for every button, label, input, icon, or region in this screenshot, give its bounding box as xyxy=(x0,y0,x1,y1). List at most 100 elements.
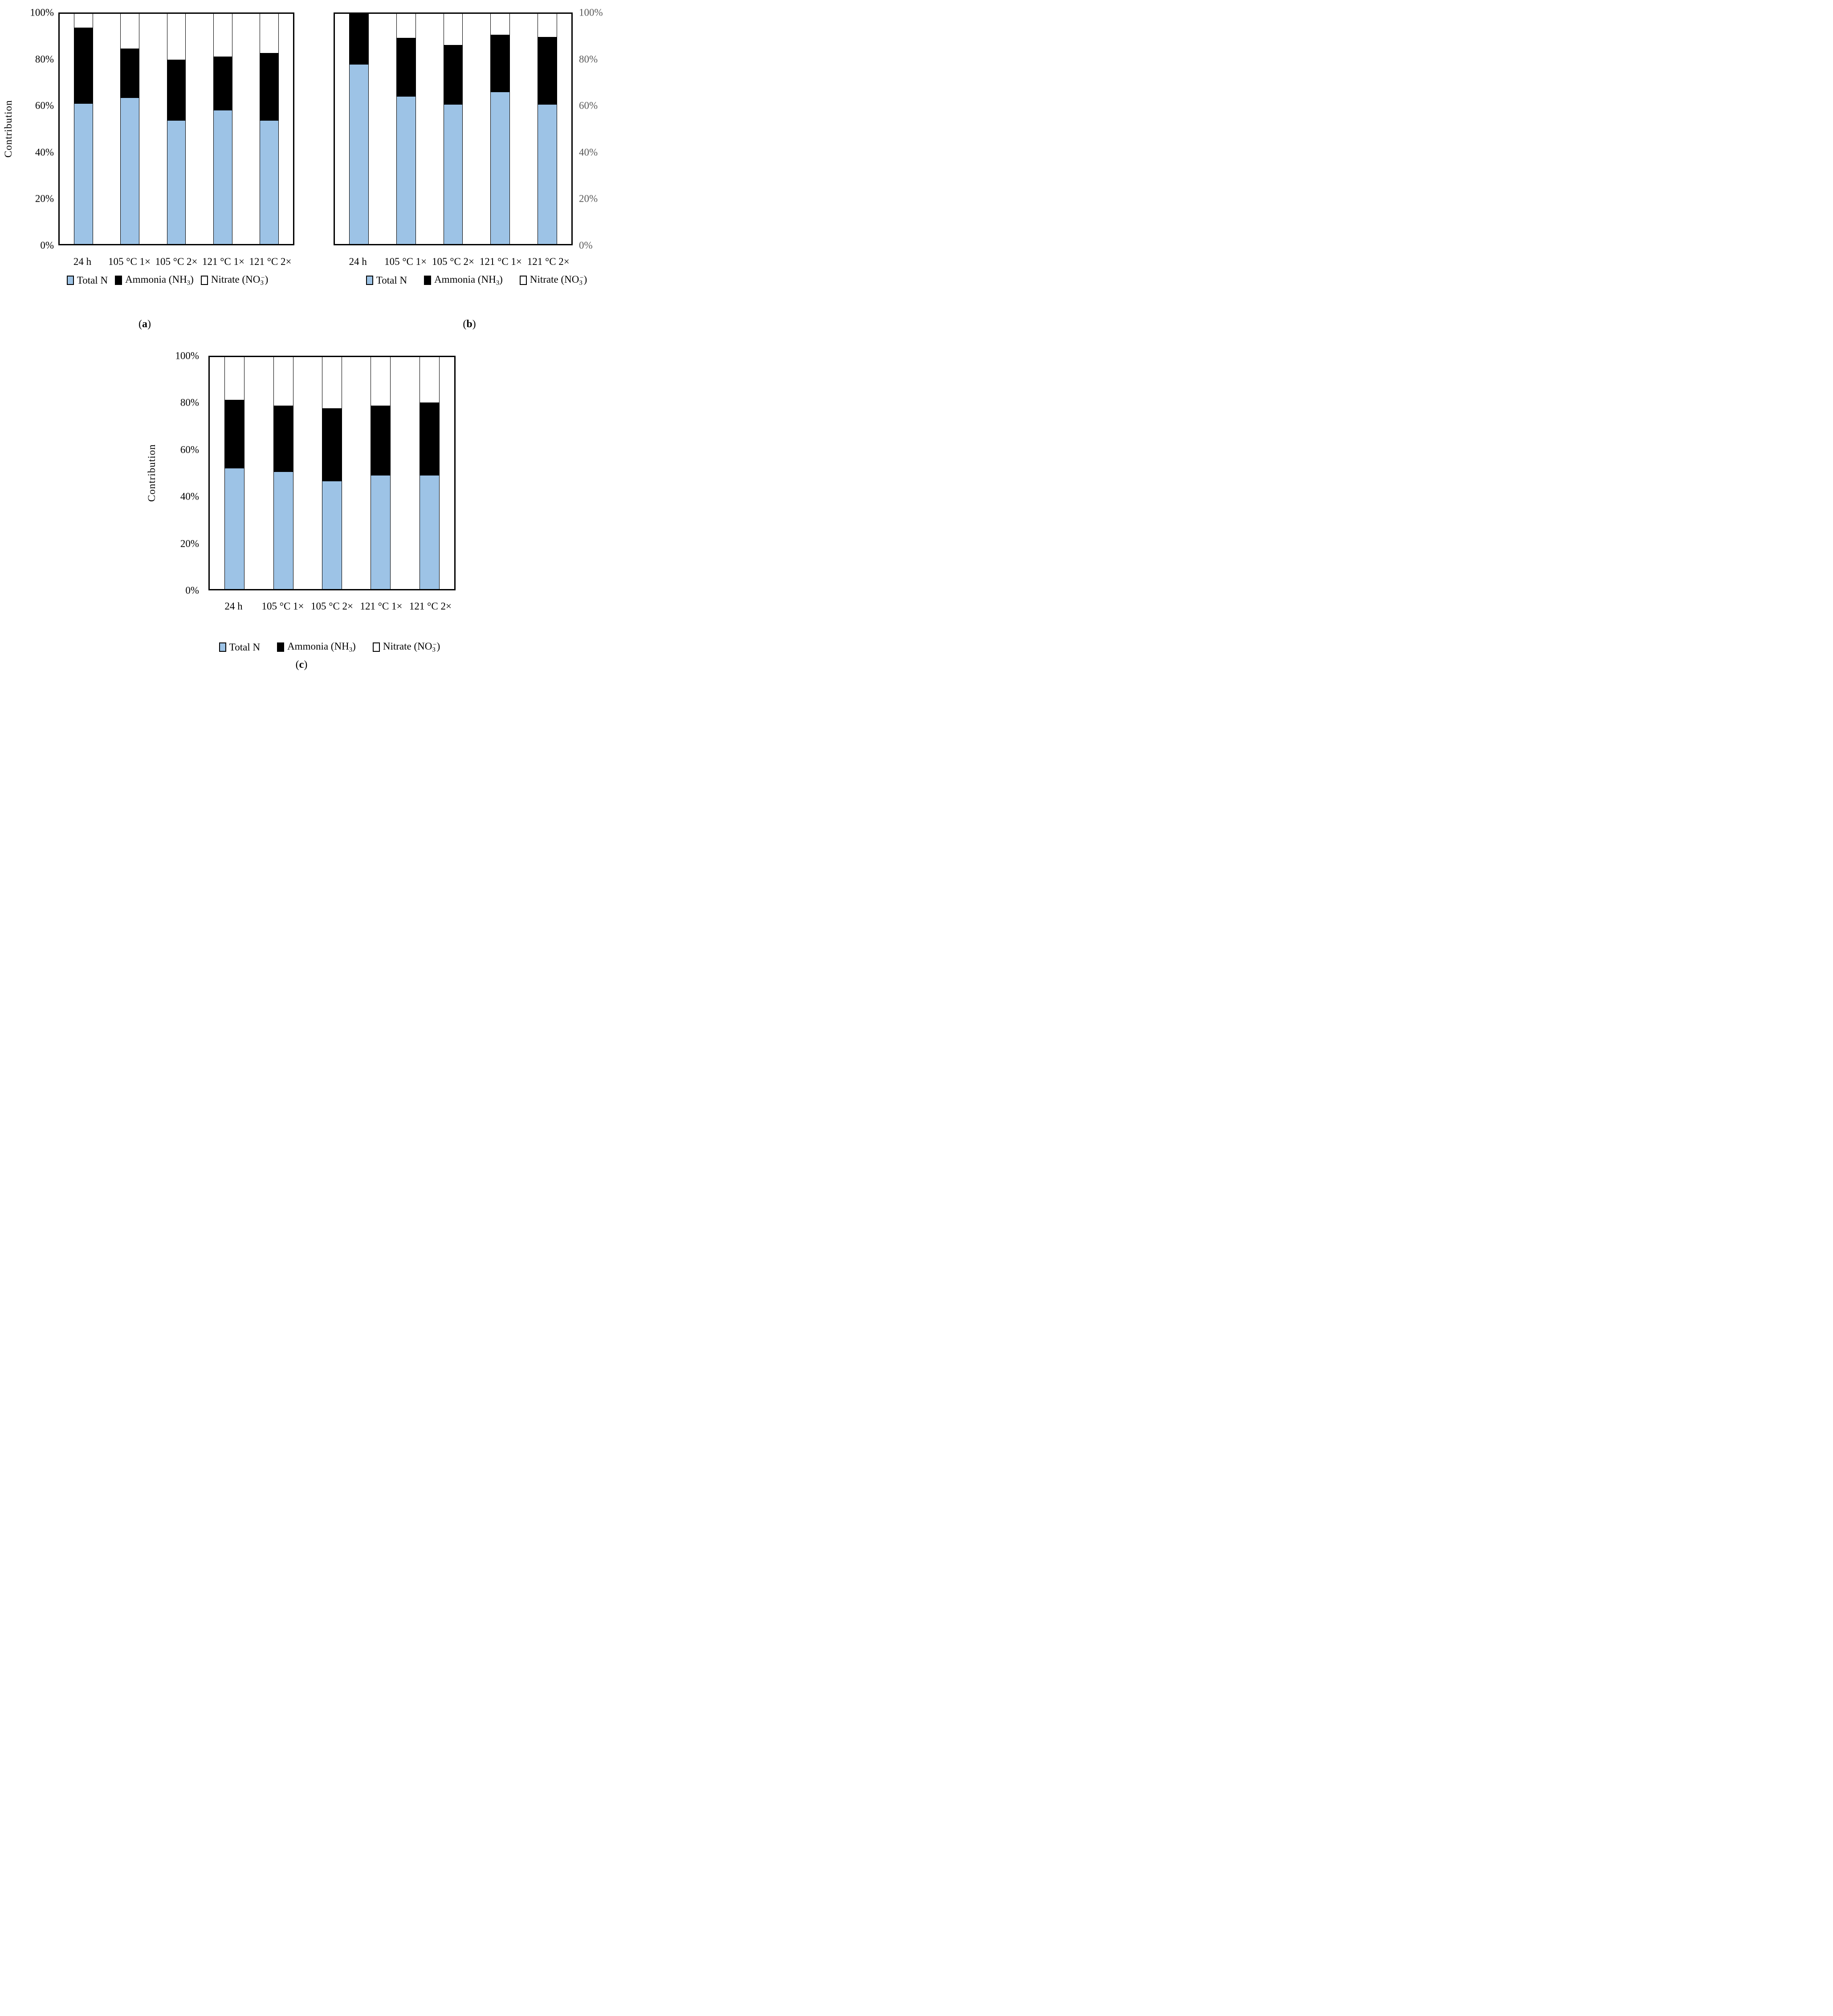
x-axis-tick-labels: 24 h 105 °C 1× 105 °C 2× 121 °C 1× 121 °C 2× xyxy=(58,256,294,270)
segment-Nitrate (NO3-) xyxy=(213,14,232,57)
legend-item-total-n: Total N xyxy=(219,642,260,652)
legend-label-total-n: Total N xyxy=(77,275,108,285)
segment-Total N xyxy=(444,105,463,244)
legend-label-sub: 3 xyxy=(496,279,500,287)
segment-Ammonia (NH3) xyxy=(213,56,232,111)
segment-Total N xyxy=(121,98,139,244)
gap-column xyxy=(556,14,572,244)
legend-label-total-n: Total N xyxy=(376,275,407,285)
caption-paren: ) xyxy=(304,659,308,671)
segment-Ammonia (NH3) xyxy=(322,408,342,481)
gap-column xyxy=(368,14,397,244)
bar-121 °C 1× xyxy=(491,14,509,244)
segment-Total N xyxy=(273,471,293,589)
bar-105 °C 2× xyxy=(444,14,463,244)
legend-label-total-n: Total N xyxy=(229,642,260,652)
segment-Ammonia (NH3) xyxy=(397,38,415,97)
legend-label-text: ) xyxy=(583,274,587,285)
legend-label-text: Ammonia (NH xyxy=(287,641,349,652)
y-tick-label: 20% xyxy=(579,193,598,204)
bar-24 h xyxy=(74,14,93,244)
legend-item-total-n: Total N xyxy=(366,275,407,285)
legend: Total N Ammonia (NH3) Nitrate (NO3−) xyxy=(343,274,610,286)
caption-paren: ( xyxy=(463,318,467,330)
plot-area-c xyxy=(208,356,456,590)
segment-Ammonia (NH3) xyxy=(74,28,93,104)
segment-Nitrate (NO3-) xyxy=(260,14,279,53)
gap-column xyxy=(139,14,167,244)
gap-column xyxy=(92,14,121,244)
legend-label-ammonia: Ammonia (NH3) xyxy=(125,274,194,286)
y-tick-label: 40% xyxy=(180,491,199,502)
bar-24 h xyxy=(350,14,368,244)
y-tick-label: 80% xyxy=(35,53,54,65)
bar-121 °C 1× xyxy=(371,357,391,589)
gap-column xyxy=(232,14,261,244)
segment-Total N xyxy=(491,92,509,244)
segment-Total N xyxy=(322,481,342,589)
segment-Ammonia (NH3) xyxy=(167,60,186,121)
bar-121 °C 1× xyxy=(213,14,232,244)
y-tick-label: 100% xyxy=(579,7,603,18)
segment-Nitrate (NO3-) xyxy=(322,357,342,408)
legend-label-sub: 3 xyxy=(260,279,264,287)
legend-label-sub: 3 xyxy=(349,646,353,654)
plot-area-b xyxy=(334,12,573,245)
y-tick-label: 60% xyxy=(180,444,199,455)
gap-column xyxy=(244,357,274,589)
legend-swatch-nitrate-icon xyxy=(372,642,380,652)
y-tick-label: 100% xyxy=(175,350,199,362)
segment-Total N xyxy=(538,105,557,244)
x-category-label: 24 h xyxy=(73,256,92,267)
legend-label-text: Nitrate (NO xyxy=(383,641,432,652)
segment-Ammonia (NH3) xyxy=(225,400,244,469)
gap-column xyxy=(278,14,293,244)
gap-column xyxy=(415,14,444,244)
bar-24 h xyxy=(225,357,244,589)
segment-Total N xyxy=(213,110,232,244)
bar-105 °C 1× xyxy=(397,14,415,244)
x-category-label: 105 °C 1× xyxy=(108,256,151,267)
legend-swatch-nitrate-icon xyxy=(200,276,208,285)
gap-column xyxy=(185,14,214,244)
gap-column xyxy=(439,357,454,589)
legend-label-text: Ammonia (NH xyxy=(434,274,496,285)
segment-Nitrate (NO3-) xyxy=(121,14,139,49)
y-tick-label: 60% xyxy=(579,100,598,111)
x-axis-tick-labels: 24 h 105 °C 1× 105 °C 2× 121 °C 1× 121 °C 2× xyxy=(334,256,573,270)
gap-column xyxy=(509,14,538,244)
bar-121 °C 2× xyxy=(420,357,439,589)
legend-label-sup: − xyxy=(261,274,265,281)
segment-Total N xyxy=(74,103,93,244)
gap-column xyxy=(341,357,371,589)
x-category-label: 121 °C 1× xyxy=(360,601,403,612)
legend: Total N Ammonia (NH3) Nitrate (NO3−) xyxy=(187,641,472,653)
y-tick-label: 80% xyxy=(180,397,199,408)
segment-Ammonia (NH3) xyxy=(350,14,368,65)
legend-label-nitrate: Nitrate (NO3−) xyxy=(530,274,587,286)
segment-Nitrate (NO3-) xyxy=(491,14,509,35)
legend-label-text: ) xyxy=(190,274,194,285)
y-tick-label: 20% xyxy=(180,538,199,549)
y-axis-tick-labels: 100% 80% 60% 40% 20% 0% xyxy=(157,351,199,596)
bar-121 °C 2× xyxy=(538,14,557,244)
legend-label-text: ) xyxy=(436,641,440,652)
caption-paren: ( xyxy=(295,659,299,671)
legend-item-ammonia: Ammonia (NH3) xyxy=(277,641,356,653)
legend-item-nitrate: Nitrate (NO3−) xyxy=(519,274,587,286)
caption-paren: ) xyxy=(472,318,476,330)
segment-Total N xyxy=(397,97,415,244)
x-category-label: 121 °C 2× xyxy=(527,256,570,267)
y-axis-tick-labels: 100% 80% 60% 40% 20% 0% xyxy=(12,8,54,251)
y-tick-label: 40% xyxy=(35,146,54,158)
y-tick-label: 100% xyxy=(30,7,54,18)
segment-Nitrate (NO3-) xyxy=(167,14,186,60)
x-category-label: 24 h xyxy=(349,256,367,267)
legend-label-text: ) xyxy=(499,274,503,285)
segment-Total N xyxy=(225,468,244,589)
x-category-label: 105 °C 1× xyxy=(384,256,427,267)
legend-item-ammonia: Ammonia (NH3) xyxy=(115,274,194,286)
segment-Ammonia (NH3) xyxy=(371,406,391,476)
caption-paren: ( xyxy=(138,318,142,330)
segment-Total N xyxy=(420,475,439,589)
